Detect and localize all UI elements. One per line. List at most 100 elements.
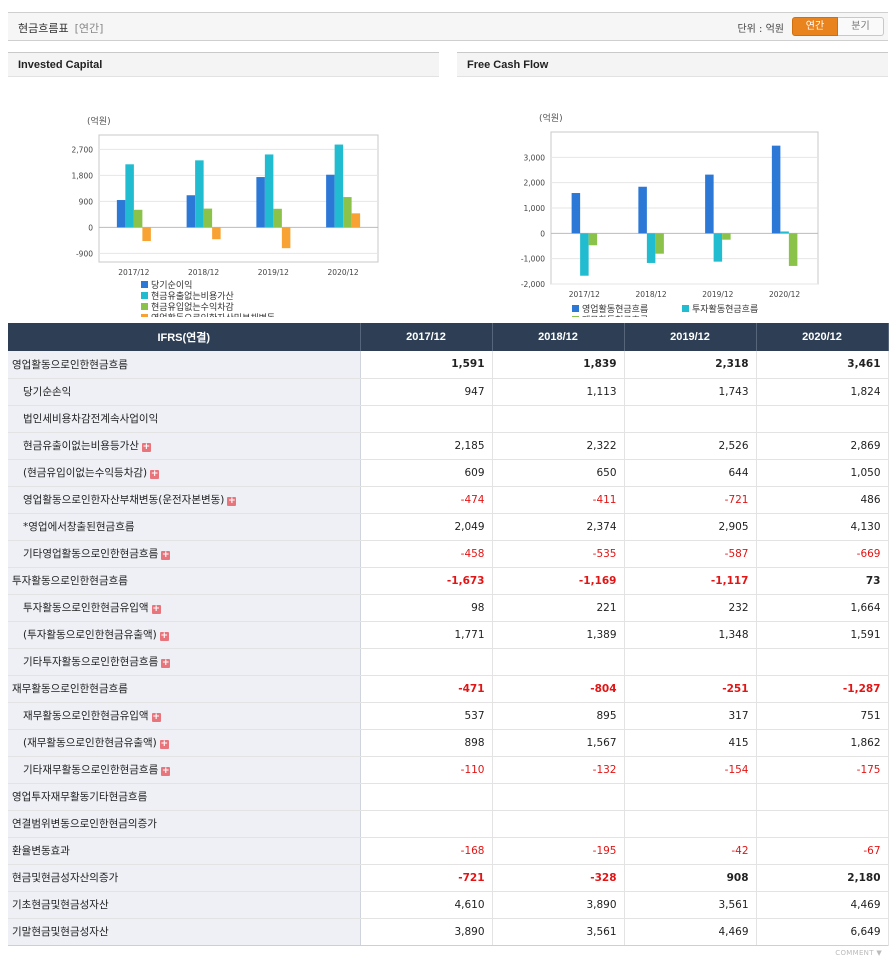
row-label[interactable]: 기타재무활동으로인한현금흐름 + [8, 756, 361, 784]
expand-plus-icon[interactable]: + [151, 712, 161, 722]
header-2020: 2020/12 [756, 323, 889, 351]
header-ifrs: IFRS(연결) [8, 323, 361, 351]
table-cell: -471 [360, 674, 493, 703]
bar [638, 186, 647, 234]
table-cell: 1,113 [492, 378, 625, 406]
table-cell: 3,890 [360, 917, 493, 946]
row-label[interactable]: 재무활동으로인한현금유입액 + [8, 702, 361, 730]
bar [571, 193, 581, 234]
table-cell [492, 809, 625, 838]
table-cell: 1,050 [756, 459, 889, 487]
bar [133, 209, 143, 228]
row-label[interactable]: 기타투자활동으로인한현금흐름 + [8, 648, 361, 676]
table-cell: 609 [360, 459, 493, 487]
x-tick-label: 2019/12 [702, 290, 733, 299]
bar [256, 177, 265, 228]
table-cell [624, 405, 757, 433]
bar [273, 208, 282, 228]
table-row: 재무활동으로인한현금흐름 -471 -804 -251 -1,287 [8, 674, 889, 703]
bar [343, 197, 352, 228]
expand-plus-icon[interactable]: + [151, 604, 161, 614]
y-tick-label: 1,000 [524, 204, 546, 213]
row-label-text: 재무활동으로인한현금흐름 [12, 683, 128, 695]
unit-label: 단위 : 억원 [737, 24, 784, 35]
tab-annual[interactable]: 연간 [792, 17, 838, 36]
table-cell: 1,771 [360, 621, 493, 649]
table-cell: -1,287 [756, 674, 889, 703]
table-cell: -1,673 [360, 566, 493, 595]
bar [334, 144, 344, 228]
section-title-text: 현금흐름표 [18, 22, 69, 35]
expand-plus-icon[interactable]: + [141, 442, 151, 452]
table-row: 영업투자재무활동기타현금흐름 [8, 782, 889, 811]
table-cell [624, 782, 757, 811]
table-cell: 1,824 [756, 378, 889, 406]
table-cell: -132 [492, 756, 625, 784]
table-row: 기타재무활동으로인한현금흐름 + -110 -132 -154 -175 [8, 756, 889, 784]
x-tick-label: 2018/12 [636, 290, 667, 299]
row-label[interactable]: 현금유출이없는비용등가산 + [8, 432, 361, 460]
table-cell: 486 [756, 486, 889, 514]
row-label[interactable]: 기타영업활동으로인한현금흐름 + [8, 540, 361, 568]
expand-plus-icon[interactable]: + [159, 631, 169, 641]
expand-plus-icon[interactable]: + [161, 766, 171, 776]
expand-plus-icon[interactable]: + [159, 739, 169, 749]
row-label[interactable]: (재무활동으로인한현금유출액) + [8, 729, 361, 757]
row-label[interactable]: 투자활동으로인한현금유입액 + [8, 594, 361, 622]
legend-label: 당기순이익 [151, 279, 192, 291]
table-cell [492, 782, 625, 811]
table-row: 법인세비용차감전계속사업이익 [8, 405, 889, 433]
table-cell: 1,664 [756, 594, 889, 622]
bar [722, 233, 731, 240]
table-cell: 2,049 [360, 513, 493, 541]
bar [116, 200, 126, 228]
cash-flow-table: IFRS(연결) 2017/12 2018/12 2019/12 2020/12… [8, 323, 889, 946]
table-row: 투자활동으로인한현금유입액 +98 221 232 1,664 [8, 594, 889, 622]
y-tick-label: 0 [540, 229, 545, 238]
expand-plus-icon[interactable]: + [227, 496, 237, 506]
table-cell: -721 [360, 863, 493, 892]
row-label-text: 현금및현금성자산의증가 [12, 872, 119, 884]
table-cell: 3,461 [756, 351, 889, 379]
bar [125, 164, 134, 228]
row-label: 투자활동으로인한현금흐름 [8, 566, 361, 595]
table-cell: 908 [624, 863, 757, 892]
expand-plus-icon[interactable]: + [150, 469, 160, 479]
row-label-text: 기타재무활동으로인한현금흐름 [23, 764, 159, 776]
table-cell [756, 648, 889, 676]
table-cell: -175 [756, 756, 889, 784]
tab-quarterly[interactable]: 분기 [838, 17, 884, 36]
comment-toggle[interactable]: COMMENT ▼ [835, 949, 882, 957]
row-label: 법인세비용차감전계속사업이익 [8, 405, 361, 433]
table-cell [492, 648, 625, 676]
table-cell: -168 [360, 836, 493, 865]
legend-swatch [572, 305, 579, 312]
table-cell: -195 [492, 836, 625, 865]
row-label[interactable]: (현금유입이없는수익등차감) + [8, 459, 361, 487]
table-cell [492, 405, 625, 433]
legend-label: 현금유출없는비용가산 [151, 291, 234, 302]
table-cell: -110 [360, 756, 493, 784]
table-cell: 4,130 [756, 513, 889, 541]
row-label-text: 법인세비용차감전계속사업이익 [23, 413, 159, 425]
bar [780, 231, 789, 234]
row-label-text: 영업활동으로인한자산부채변동(운전자본변동) [23, 494, 225, 506]
y-unit-label: (억원) [87, 115, 111, 127]
row-label[interactable]: (투자활동으로인한현금유출액) + [8, 621, 361, 649]
table-cell: 1,839 [492, 351, 625, 379]
table-cell: -669 [756, 540, 889, 568]
bar [351, 213, 361, 228]
bar [186, 195, 196, 228]
table-row: 기타영업활동으로인한현금흐름 + -458 -535 -587 -669 [8, 540, 889, 568]
row-label[interactable]: 영업활동으로인한자산부채변동(운전자본변동) + [8, 486, 361, 514]
table-cell [756, 809, 889, 838]
y-tick-label: 2,000 [524, 179, 546, 188]
expand-plus-icon[interactable]: + [161, 658, 171, 668]
legend-label: 현금유입없는수익차감 [151, 301, 234, 313]
table-cell [360, 782, 493, 811]
legend-swatch [572, 316, 579, 317]
expand-plus-icon[interactable]: + [161, 550, 171, 560]
row-label: 환율변동효과 [8, 836, 361, 865]
x-tick-label: 2018/12 [188, 268, 219, 277]
header-2017: 2017/12 [360, 323, 493, 351]
